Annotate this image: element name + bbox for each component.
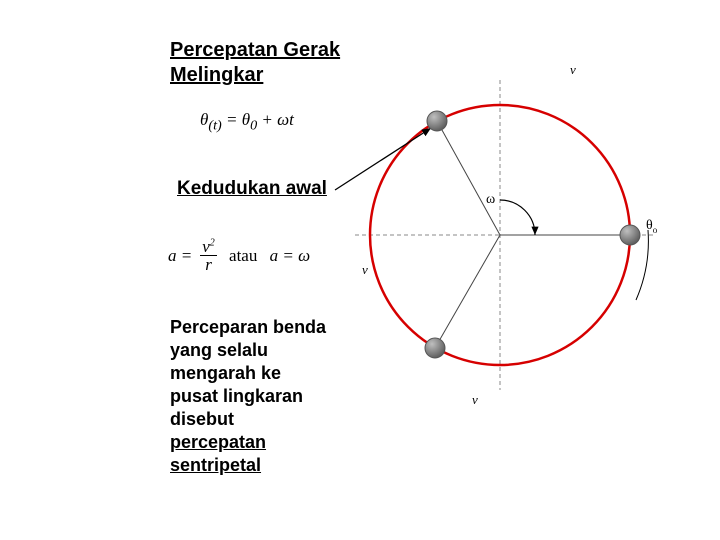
kedudukan-arrow	[335, 128, 431, 190]
radius-1	[437, 121, 500, 235]
ball-top	[427, 111, 447, 131]
equation-theta: θ(t) = θ0 + ωt	[200, 110, 294, 134]
footer-l2: yang selalu	[170, 339, 326, 362]
footer-l1: Perceparan benda	[170, 316, 326, 339]
ball-bottom	[425, 338, 445, 358]
omega-arc	[500, 200, 535, 235]
circular-motion-diagram	[0, 0, 720, 540]
initial-position-label: Kedudukan awal	[177, 178, 327, 200]
footer-b2: sentripetal	[170, 454, 326, 477]
page-title: Percepatan GerakMelingkar	[170, 38, 340, 88]
footer-b1: percepatan	[170, 431, 326, 454]
v-label-left: v	[362, 262, 368, 278]
equation-centripetal: a = v2 r atau a = ω	[168, 238, 310, 273]
orbit-circle	[370, 105, 630, 365]
footer-l3: mengarah ke	[170, 362, 326, 385]
radius-3	[435, 235, 500, 348]
theta-arc	[636, 230, 648, 300]
footer-l5: disebut	[170, 408, 326, 431]
centripetal-description: Perceparan benda yang selalu mengarah ke…	[170, 316, 326, 477]
title-text: Percepatan GerakMelingkar	[170, 39, 340, 86]
omega-label: ω	[486, 192, 495, 208]
footer-l4: pusat lingkaran	[170, 385, 326, 408]
subtitle-text: Kedudukan awal	[177, 178, 327, 199]
v-label-top: v	[570, 62, 576, 78]
ball-right	[620, 225, 640, 245]
v-label-bottom: v	[472, 392, 478, 408]
theta-label: θo	[646, 218, 657, 235]
